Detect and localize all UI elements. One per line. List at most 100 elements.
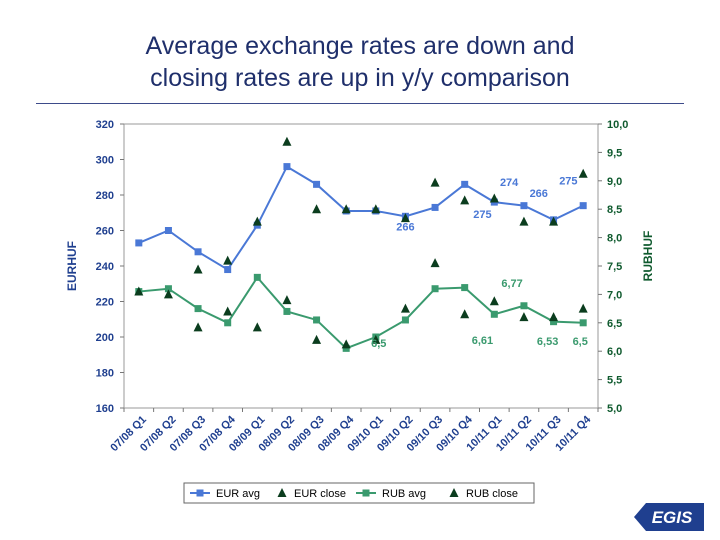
left-axis-tick-label: 220	[96, 297, 114, 309]
data-label: 6,61	[472, 335, 493, 347]
rub-avg-point	[313, 316, 321, 324]
rub-close-point	[400, 303, 410, 313]
left-axis-tick-label: 260	[96, 226, 114, 238]
eur-close-point	[519, 216, 529, 226]
eur-close-point	[371, 204, 381, 214]
legend-label: EUR avg	[216, 488, 260, 500]
right-axis-tick-label: 9,5	[607, 147, 622, 159]
rub-avg-point	[401, 316, 409, 324]
left-axis-title: EURHUF	[65, 241, 79, 291]
data-label: 6,53	[537, 336, 558, 348]
eur-avg-point	[283, 163, 291, 171]
eur-avg-point	[431, 203, 439, 211]
eur-close-point	[341, 204, 351, 214]
rub-close-point	[312, 334, 322, 344]
left-axis-tick-label: 280	[96, 190, 114, 202]
data-label: 266	[396, 222, 414, 234]
eur-avg-point	[164, 227, 172, 234]
legend-label: RUB avg	[382, 488, 426, 500]
rub-close-point	[460, 309, 470, 319]
eur-avg-point	[313, 180, 321, 188]
left-axis-tick-label: 180	[96, 368, 114, 380]
data-label: 275	[559, 175, 577, 187]
rub-avg-line	[138, 275, 584, 350]
rub-close-point	[430, 258, 440, 268]
left-axis-tick-label: 160	[96, 403, 114, 415]
logo-text: EGIS	[652, 508, 693, 527]
data-label: 274	[500, 177, 519, 189]
rub-avg-point	[579, 319, 587, 327]
eur-avg-point	[224, 266, 232, 274]
rub-close-point	[193, 322, 203, 332]
rub-close-point	[252, 322, 262, 332]
legend-label: EUR close	[294, 488, 346, 500]
rub-close-point	[163, 289, 173, 299]
title-divider	[36, 103, 684, 104]
legend-marker	[277, 488, 287, 497]
rub-close-point	[549, 312, 559, 322]
right-axis-tick-label: 5,5	[607, 375, 622, 387]
rub-avg-point	[194, 305, 202, 313]
data-label: 6,5	[573, 336, 588, 348]
rub-avg-point	[253, 273, 261, 281]
rub-avg-point	[550, 318, 558, 326]
right-axis-tick-label: 6,5	[607, 318, 622, 330]
left-axis-tick-label: 240	[96, 261, 114, 273]
rub-avg-point	[490, 310, 498, 318]
left-axis-tick-label: 300	[96, 155, 114, 167]
eur-avg-point	[520, 202, 528, 210]
eur-close-point	[578, 168, 588, 178]
data-label: 6,5	[371, 338, 386, 350]
data-label: 275	[473, 209, 491, 221]
eur-close-point	[252, 216, 262, 226]
right-axis-tick-label: 6,0	[607, 346, 622, 358]
rub-close-point	[341, 339, 351, 349]
rub-avg-point	[224, 319, 232, 327]
slide-title: Average exchange rates are down and clos…	[0, 30, 720, 94]
eur-avg-point	[461, 180, 469, 188]
right-axis-tick-label: 8,5	[607, 204, 622, 216]
eur-avg-point	[194, 248, 202, 256]
rub-avg-point	[283, 307, 291, 315]
rub-avg-point	[461, 284, 469, 292]
rub-close-point	[134, 286, 144, 296]
rub-close-point	[578, 303, 588, 313]
eur-close-point	[223, 255, 233, 265]
data-label: 266	[530, 188, 548, 200]
rub-close-point	[282, 295, 292, 305]
eur-close-point	[430, 177, 440, 187]
title-line-2: closing rates are up in y/y comparison	[150, 64, 570, 92]
rub-avg-point	[520, 302, 528, 310]
legend-label: RUB close	[466, 488, 518, 500]
eur-close-point	[282, 136, 292, 146]
eur-close-point	[193, 264, 203, 274]
legend-marker	[362, 489, 370, 497]
right-axis-title: RUBHUF	[641, 231, 655, 282]
rub-close-point	[223, 306, 233, 316]
left-axis-tick-label: 200	[96, 332, 114, 344]
eur-avg-point	[579, 202, 587, 210]
eur-avg-point	[135, 239, 143, 247]
eur-close-point	[549, 216, 559, 226]
plot-area	[123, 123, 599, 409]
rub-avg-point	[431, 285, 439, 293]
egis-logo: EGIS	[634, 503, 704, 531]
right-axis-tick-label: 7,5	[607, 261, 622, 273]
legend-marker	[449, 488, 459, 497]
data-label: 6,77	[501, 278, 522, 290]
eur-close-point	[460, 195, 470, 205]
eur-close-point	[312, 204, 322, 214]
right-axis-tick-label: 8,0	[607, 233, 622, 245]
rub-close-point	[371, 334, 381, 344]
eur-avg-line	[138, 165, 584, 271]
left-axis-tick-label: 320	[96, 119, 114, 131]
title-line-1: Average exchange rates are down and	[145, 32, 575, 60]
eur-close-point	[489, 193, 499, 203]
right-axis-tick-label: 5,0	[607, 403, 622, 415]
right-axis-tick-label: 10,0	[607, 119, 628, 131]
right-axis-tick-label: 9,0	[607, 176, 622, 188]
rub-avg-point	[164, 285, 172, 293]
rub-close-point	[519, 312, 529, 322]
logo-badge-shape	[634, 503, 704, 531]
